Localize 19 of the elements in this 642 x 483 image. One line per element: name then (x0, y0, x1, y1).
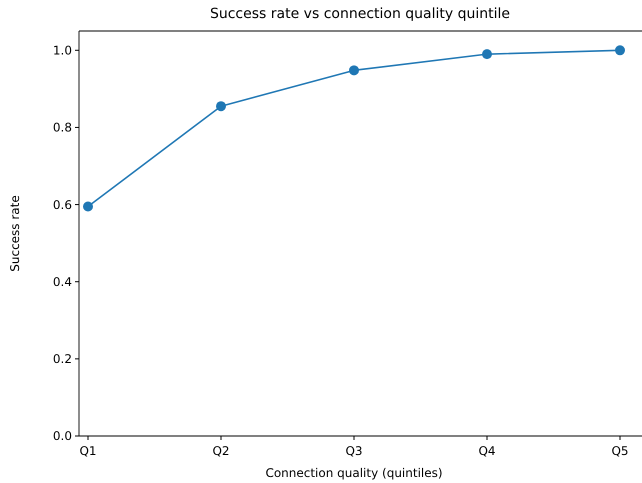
x-tick-label: Q5 (611, 444, 629, 458)
x-tick-label: Q1 (79, 444, 97, 458)
point (482, 49, 492, 60)
y-tick-label: 1.0 (52, 43, 72, 58)
chart-title: Success rate vs connection quality quintile (210, 6, 510, 22)
x-axis-title: Connection quality (quintiles) (265, 466, 443, 480)
x-tick-label: Q3 (345, 444, 363, 458)
y-axis-title: Success rate (8, 195, 22, 272)
point (615, 45, 625, 56)
x-tick-label: Q4 (478, 444, 496, 458)
point (83, 202, 93, 212)
y-tick-label: 0.2 (52, 352, 72, 366)
x-tick-label: Q2 (212, 444, 230, 458)
y-tick-label: 0.0 (52, 429, 72, 444)
y-tick-label: 0.4 (52, 274, 72, 289)
point (216, 101, 226, 112)
point (349, 65, 359, 76)
y-tick-label: 0.8 (52, 120, 72, 135)
y-tick-label: 0.6 (52, 198, 72, 212)
